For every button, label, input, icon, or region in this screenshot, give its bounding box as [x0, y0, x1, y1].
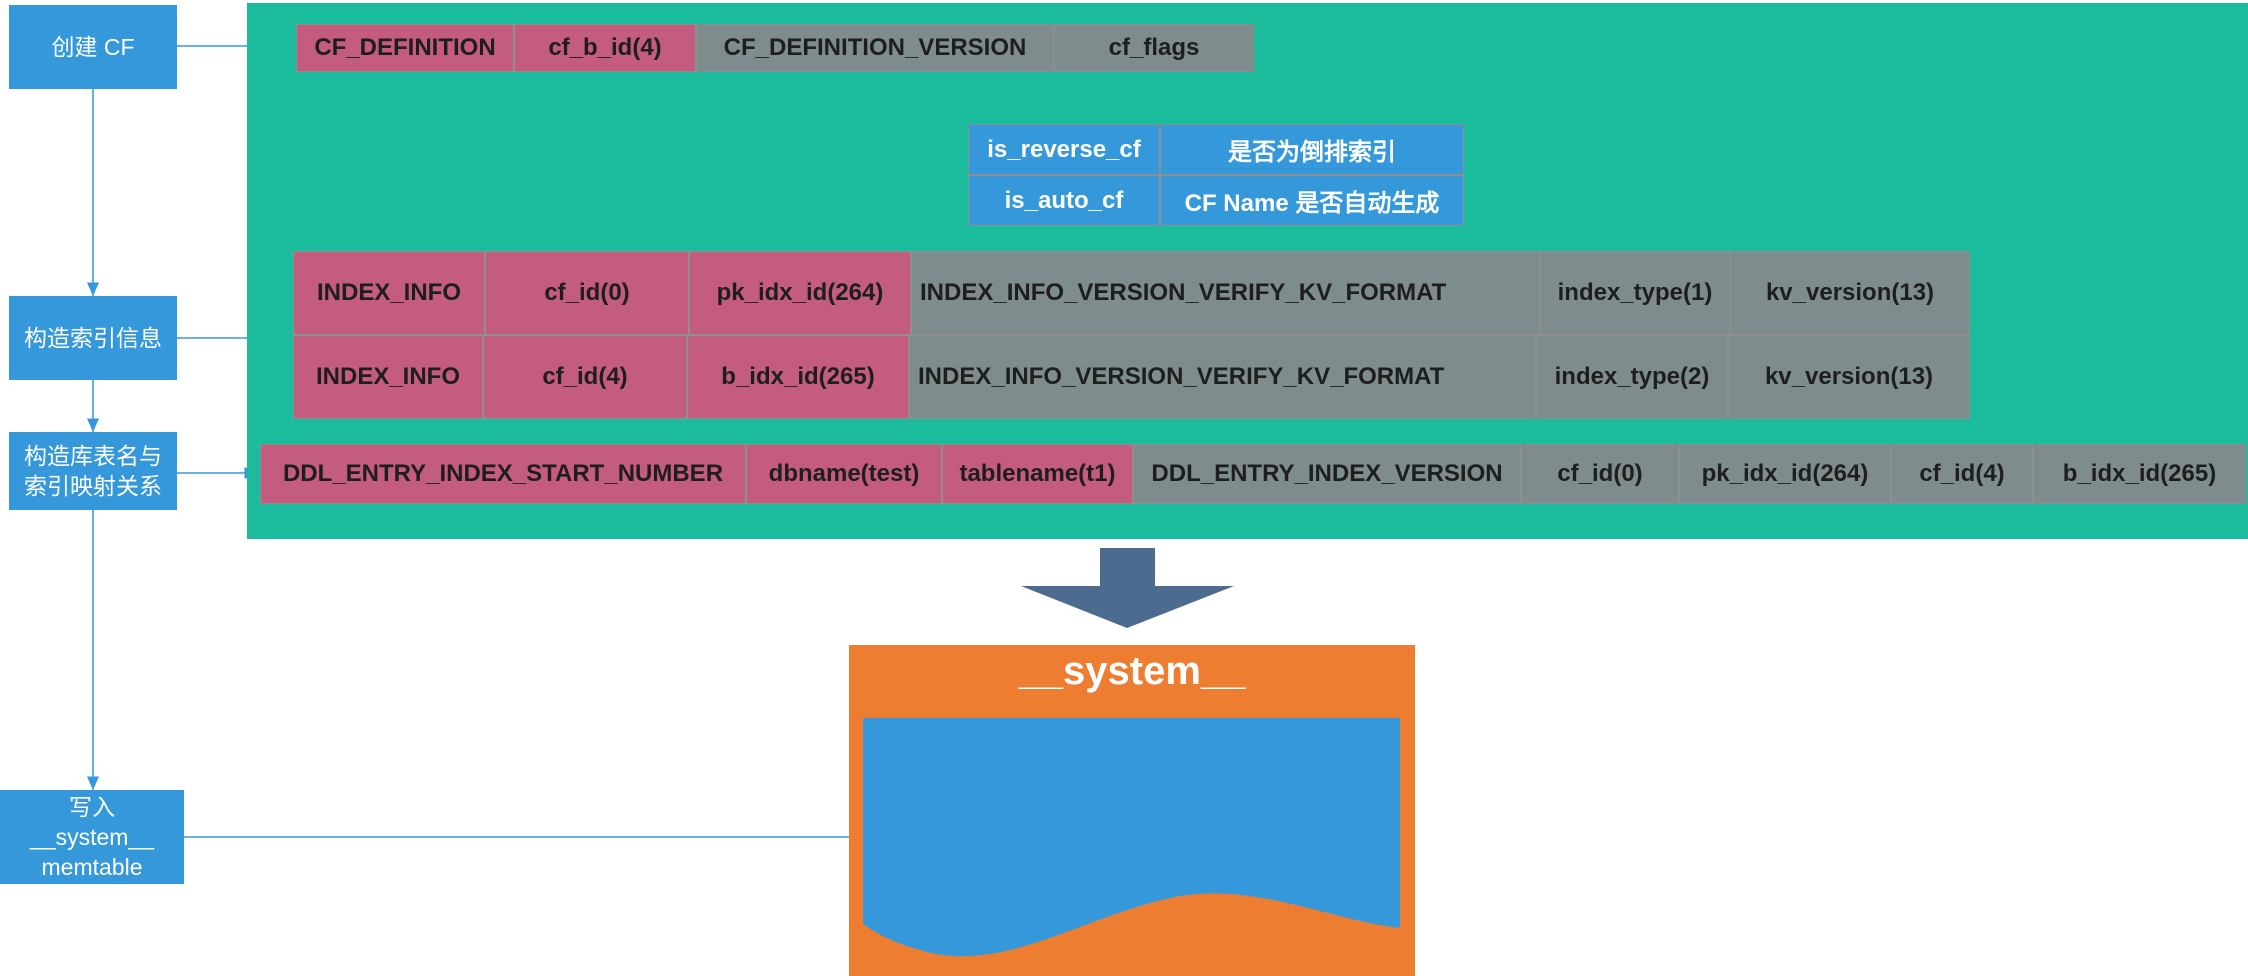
step-write-system: 写入 __system__ memtable [0, 790, 184, 884]
memtable-wave-shape [863, 718, 1400, 957]
index-info-row2-index-type: index_type(2) [1536, 335, 1728, 419]
index-info-row2-cf-id: cf_id(4) [483, 335, 687, 419]
cf-definition-version-field: CF_DEFINITION_VERSION [696, 24, 1054, 72]
step-write-line3: memtable [41, 854, 143, 880]
cf-b-id-field: cf_b_id(4) [514, 24, 696, 72]
system-box-title: __system__ [1018, 648, 1246, 693]
step-write-line2: __system__ [29, 824, 154, 850]
step-create-cf: 创建 CF [9, 5, 177, 89]
ddl-entry-version: DDL_ENTRY_INDEX_VERSION [1133, 444, 1521, 504]
step-create-cf-label: 创建 CF [51, 34, 135, 60]
ddl-entry-cf-id-4: cf_id(4) [1891, 444, 2033, 504]
flag-is-reverse-cf: is_reverse_cf [968, 124, 1160, 175]
step-build-index-label: 构造索引信息 [24, 325, 162, 351]
flag-is-reverse-cf-desc: 是否为倒排索引 [1160, 124, 1464, 175]
step-build-mapping-line1: 构造库表名与 [24, 443, 162, 469]
down-arrow-icon [1021, 548, 1234, 628]
index-info-row2-key: INDEX_INFO [293, 335, 483, 419]
ddl-entry-cf-id-0: cf_id(0) [1521, 444, 1679, 504]
cf-flags-field: cf_flags [1054, 24, 1254, 72]
ddl-entry-dbname: dbname(test) [746, 444, 942, 504]
index-info-row1-index-type: index_type(1) [1540, 251, 1730, 335]
ddl-entry-b-idx-id: b_idx_id(265) [2033, 444, 2246, 504]
index-info-row2-kv-version: kv_version(13) [1728, 335, 1970, 419]
ddl-entry-key: DDL_ENTRY_INDEX_START_NUMBER [260, 444, 746, 504]
step-build-mapping: 构造库表名与 索引映射关系 [9, 432, 177, 510]
flag-is-auto-cf-desc: CF Name 是否自动生成 [1160, 175, 1464, 226]
ddl-entry-pk-idx-id: pk_idx_id(264) [1679, 444, 1891, 504]
step-write-line1: 写入 [69, 794, 115, 820]
ddl-entry-tablename: tablename(t1) [942, 444, 1133, 504]
index-info-row1-cf-id: cf_id(0) [485, 251, 689, 335]
flag-is-auto-cf: is_auto_cf [968, 175, 1160, 226]
index-info-row2-idx-id: b_idx_id(265) [687, 335, 909, 419]
index-info-row1-kv-version: kv_version(13) [1730, 251, 1970, 335]
cf-definition-key: CF_DEFINITION [296, 24, 514, 72]
index-info-row1-version: INDEX_INFO_VERSION_VERIFY_KV_FORMAT [911, 251, 1540, 335]
step-build-mapping-line2: 索引映射关系 [24, 473, 162, 499]
index-info-row1-key: INDEX_INFO [293, 251, 485, 335]
index-info-row2-version: INDEX_INFO_VERSION_VERIFY_KV_FORMAT [909, 335, 1536, 419]
step-build-index: 构造索引信息 [9, 296, 177, 380]
index-info-row1-idx-id: pk_idx_id(264) [689, 251, 911, 335]
